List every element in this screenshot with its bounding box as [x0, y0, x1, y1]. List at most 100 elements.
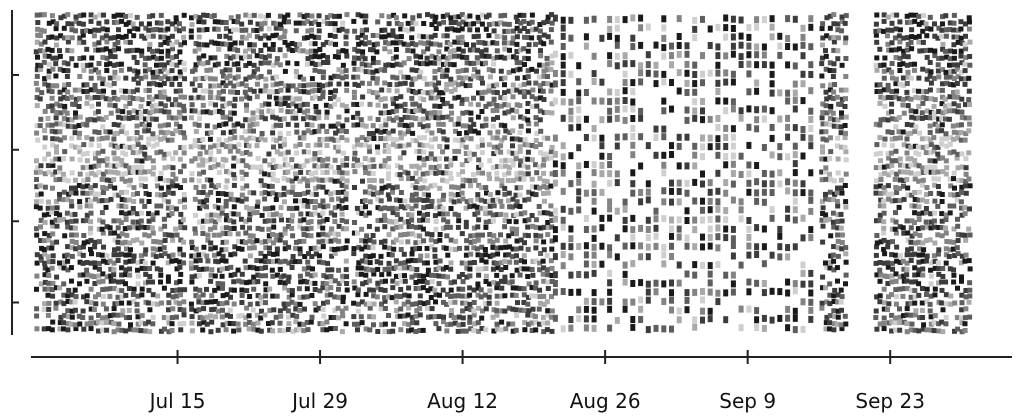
data-point [425, 185, 431, 191]
data-point [119, 190, 124, 195]
data-point [464, 274, 470, 280]
data-point [738, 261, 744, 269]
data-point [138, 170, 144, 176]
data-point [124, 315, 129, 321]
data-point [181, 252, 186, 258]
data-point [653, 232, 659, 240]
data-point [269, 267, 275, 273]
data-point [754, 79, 760, 87]
data-point [471, 308, 477, 314]
data-point [204, 177, 210, 183]
data-point [792, 151, 798, 159]
data-point [460, 169, 465, 175]
data-point [57, 89, 63, 95]
data-point [328, 191, 334, 197]
data-point [273, 32, 279, 38]
data-point [363, 69, 369, 75]
data-point [777, 232, 783, 240]
data-point [149, 103, 155, 109]
data-point [289, 292, 295, 298]
data-point [176, 300, 182, 306]
data-point [197, 287, 203, 293]
data-point [769, 151, 775, 159]
data-point [309, 82, 315, 88]
data-point [139, 48, 145, 54]
data-point [108, 230, 114, 236]
data-point [38, 257, 44, 263]
data-point [181, 163, 187, 169]
data-point [452, 279, 457, 285]
data-point [467, 319, 473, 325]
data-point [707, 197, 713, 205]
data-point [127, 100, 133, 106]
data-point [294, 205, 300, 211]
data-point [459, 143, 465, 148]
data-point [479, 21, 485, 27]
data-point [382, 321, 388, 327]
data-point [545, 81, 551, 87]
data-point [327, 32, 333, 38]
data-point [464, 245, 470, 251]
data-point [507, 47, 512, 53]
data-point [533, 162, 538, 168]
data-point [494, 245, 500, 251]
data-point [525, 149, 531, 155]
data-point [511, 28, 516, 34]
data-point [483, 122, 489, 128]
data-point [413, 42, 419, 48]
data-point [35, 20, 41, 25]
data-point [173, 128, 179, 134]
data-point [444, 67, 450, 73]
data-point [50, 171, 56, 177]
data-point [57, 103, 63, 109]
data-point [212, 26, 218, 32]
data-point [100, 230, 106, 236]
data-point [258, 273, 264, 279]
data-point [65, 308, 71, 314]
data-point [533, 121, 539, 127]
data-point [69, 156, 75, 162]
data-point [344, 226, 349, 232]
data-point [510, 178, 516, 183]
data-point [448, 191, 454, 197]
data-point [514, 267, 520, 273]
data-point [197, 15, 203, 21]
data-point [375, 329, 381, 334]
data-point [270, 273, 276, 279]
data-point [112, 247, 117, 253]
data-point [877, 278, 883, 284]
data-point [386, 183, 392, 189]
data-point [518, 123, 524, 129]
data-point [165, 315, 171, 321]
data-point [66, 314, 72, 319]
data-point [413, 286, 419, 291]
data-point [467, 204, 473, 210]
data-point [378, 110, 384, 116]
data-point [425, 204, 431, 210]
data-point [544, 327, 550, 333]
data-point [189, 314, 195, 320]
data-point [730, 196, 736, 204]
data-point [831, 299, 837, 304]
data-point [502, 293, 508, 299]
data-point [541, 301, 547, 307]
data-point [379, 178, 385, 184]
data-point [746, 188, 752, 196]
data-point [443, 224, 449, 230]
data-point [286, 260, 292, 266]
data-point [73, 240, 79, 245]
data-point [494, 82, 500, 88]
data-point [417, 306, 423, 312]
data-point [607, 214, 613, 222]
data-point [367, 115, 373, 121]
data-point [730, 252, 736, 260]
data-point [310, 95, 315, 101]
data-point [378, 253, 384, 259]
data-point [529, 293, 534, 299]
data-point [305, 108, 311, 114]
data-point [92, 129, 98, 135]
data-point [80, 28, 86, 34]
data-point [839, 232, 845, 238]
data-point [494, 148, 500, 154]
data-point [80, 252, 86, 258]
